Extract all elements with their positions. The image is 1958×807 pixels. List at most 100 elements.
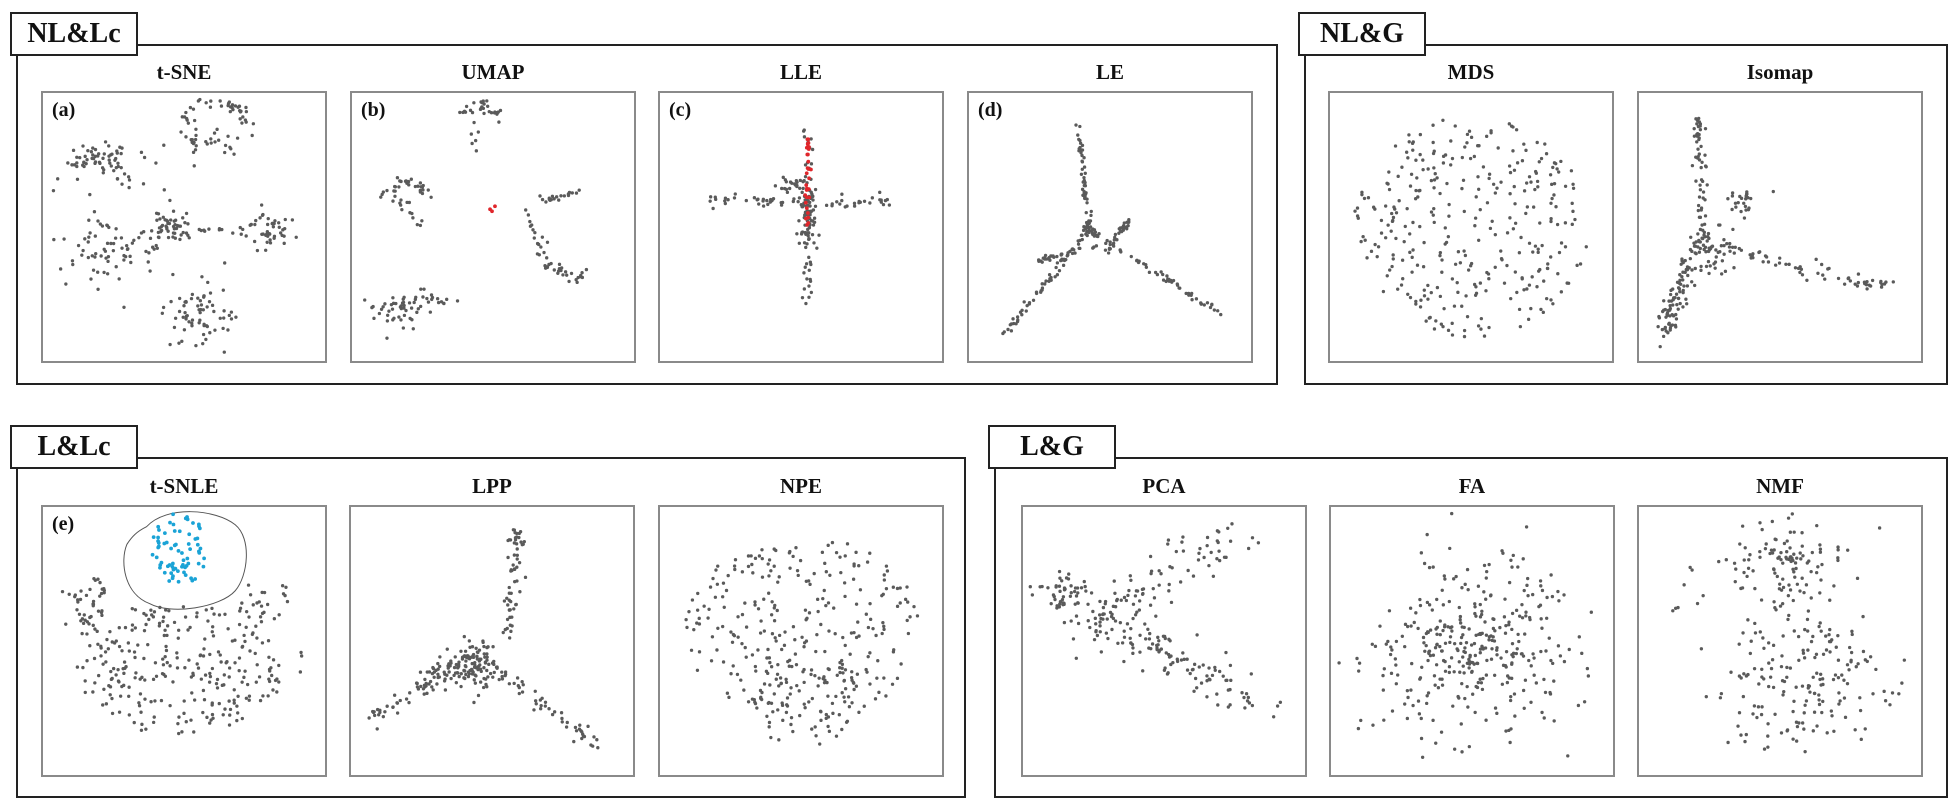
panel-nmf bbox=[1637, 505, 1923, 777]
tsne-point-379 bbox=[185, 314, 189, 318]
lle-point-154 bbox=[808, 260, 813, 264]
pca-point-125 bbox=[1161, 634, 1166, 638]
lle-point-16 bbox=[881, 202, 886, 207]
le-point-114 bbox=[1194, 297, 1199, 301]
lpp-point-108 bbox=[415, 685, 420, 689]
lpp-point-236 bbox=[476, 693, 481, 698]
le-point-240 bbox=[1084, 225, 1089, 230]
tsne-point-356 bbox=[198, 310, 202, 315]
mds-point-241 bbox=[1431, 140, 1435, 145]
fa-point-51 bbox=[1515, 647, 1519, 651]
mds-point-157 bbox=[1527, 283, 1532, 287]
mds-point-231 bbox=[1479, 327, 1483, 331]
npe-point-322 bbox=[835, 673, 839, 677]
pca-point-176 bbox=[1122, 595, 1127, 600]
tsne-point-171 bbox=[130, 241, 135, 245]
fa-point-177 bbox=[1436, 686, 1441, 690]
isomap-point-233 bbox=[1706, 249, 1711, 254]
pca-point-36 bbox=[1086, 619, 1090, 623]
lpp-point-238 bbox=[463, 649, 468, 653]
pca-point-99 bbox=[1086, 602, 1090, 606]
nmf-point-168 bbox=[1819, 672, 1823, 676]
tsnle-point-244 bbox=[142, 628, 147, 633]
npe-point-29 bbox=[824, 570, 828, 574]
mds-point-243 bbox=[1411, 248, 1415, 252]
tsne-point-298 bbox=[277, 225, 281, 229]
tsne-point-348 bbox=[229, 317, 234, 321]
lpp-point-3 bbox=[517, 560, 522, 565]
lle-point-144 bbox=[809, 209, 814, 213]
isomap-point-86 bbox=[1679, 262, 1683, 266]
mds-point-315 bbox=[1472, 282, 1477, 287]
le-point-132 bbox=[1105, 238, 1109, 243]
le-point-2 bbox=[1080, 159, 1084, 163]
panel-lle: (c) bbox=[658, 91, 944, 363]
npe-point-85 bbox=[722, 605, 726, 609]
npe-point-314 bbox=[774, 677, 778, 681]
umap-point-141 bbox=[560, 266, 564, 270]
umap-point-193 bbox=[402, 306, 406, 310]
nmf-point-115 bbox=[1871, 692, 1875, 696]
tsne-point-87 bbox=[209, 99, 213, 103]
npe-point-55 bbox=[813, 674, 817, 678]
npe-point-235 bbox=[875, 676, 879, 680]
tsne-point-299 bbox=[270, 221, 274, 226]
pca-point-132 bbox=[1208, 678, 1212, 682]
lpp-point-102 bbox=[367, 716, 371, 720]
pca-point-44 bbox=[1131, 651, 1135, 655]
tsnle-point-97 bbox=[244, 625, 248, 629]
mds-point-12 bbox=[1549, 255, 1553, 259]
pca-point-248 bbox=[1049, 601, 1053, 606]
nmf-point-257 bbox=[1739, 586, 1743, 591]
pca-point-134 bbox=[1125, 622, 1130, 626]
tsne-point-276 bbox=[283, 217, 287, 222]
nmf-point-262 bbox=[1842, 678, 1846, 682]
isomap-point-78 bbox=[1685, 284, 1690, 288]
nmf-point-141 bbox=[1759, 712, 1764, 717]
umap-point-169 bbox=[383, 302, 387, 306]
umap-point-90 bbox=[550, 194, 555, 199]
lle-point-181 bbox=[794, 179, 799, 183]
lpp-point-265 bbox=[466, 656, 471, 660]
le-point-155 bbox=[1165, 274, 1169, 278]
pca-point-226 bbox=[1069, 619, 1073, 623]
umap-point-118 bbox=[545, 265, 550, 269]
nmf-point-128 bbox=[1812, 710, 1817, 714]
pca-point-260 bbox=[1064, 576, 1069, 580]
lle-point-20 bbox=[870, 196, 875, 200]
tsnle-point-300 bbox=[91, 604, 95, 608]
npe-point-288 bbox=[789, 686, 793, 690]
npe-point-149 bbox=[729, 630, 733, 634]
npe-point-158 bbox=[892, 648, 896, 652]
tsne-point-319 bbox=[172, 325, 177, 330]
mds-point-294 bbox=[1518, 324, 1523, 329]
lle-point-89 bbox=[802, 287, 807, 291]
nmf-point-110 bbox=[1758, 630, 1762, 634]
nmf-point-247 bbox=[1771, 643, 1776, 648]
pca-point-252 bbox=[1055, 604, 1059, 608]
isomap-point-224 bbox=[1742, 216, 1747, 220]
mds-point-275 bbox=[1505, 263, 1509, 268]
tsnle-point-sel-42 bbox=[191, 521, 195, 525]
nmf-point-180 bbox=[1817, 702, 1822, 707]
tsnle-point-132 bbox=[103, 650, 108, 654]
fa-point-67 bbox=[1355, 656, 1359, 661]
umap-point-103 bbox=[542, 250, 546, 255]
pca-point-140 bbox=[1071, 637, 1076, 641]
nmf-point-47 bbox=[1818, 550, 1823, 554]
tsnle-lasso-outline bbox=[123, 511, 247, 610]
npe-point-134 bbox=[839, 570, 843, 575]
lpp-point-176 bbox=[580, 730, 584, 734]
tsnle-point-174 bbox=[192, 730, 196, 734]
pca-point-55 bbox=[1143, 637, 1148, 641]
nmf-point-200 bbox=[1811, 729, 1815, 733]
isomap-point-51 bbox=[1701, 196, 1705, 200]
tsne-point-258 bbox=[166, 221, 170, 226]
nmf-point-61 bbox=[1781, 561, 1785, 565]
nmf-point-60 bbox=[1828, 598, 1832, 602]
fa-point-35 bbox=[1532, 656, 1536, 660]
tsnle-point-212 bbox=[109, 669, 113, 674]
lpp-point-240 bbox=[469, 655, 473, 659]
nmf-point-203 bbox=[1845, 681, 1850, 686]
isomap-point-144 bbox=[1766, 260, 1771, 264]
